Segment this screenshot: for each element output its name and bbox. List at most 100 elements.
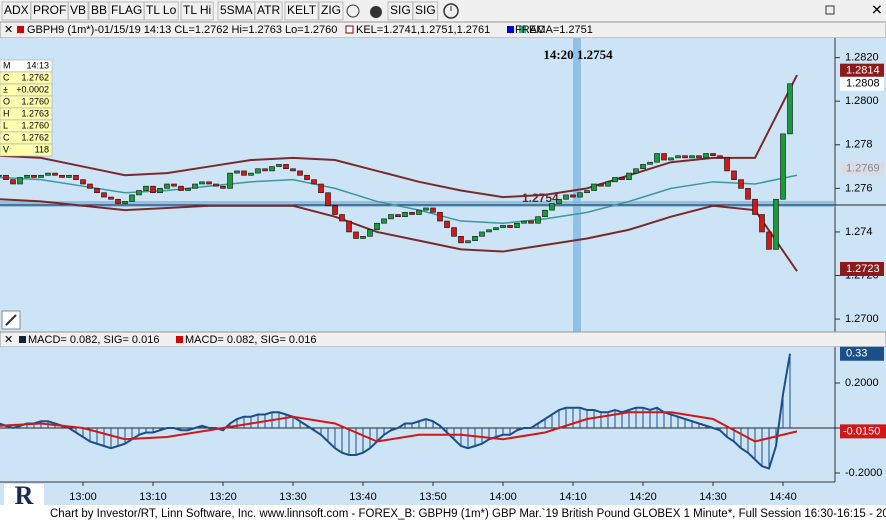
logo-box: [4, 484, 44, 520]
toolbar-button[interactable]: 5SMA: [220, 3, 253, 17]
x-tick-label: 13:20: [209, 491, 237, 503]
candle: [577, 192, 583, 198]
candle: [157, 188, 163, 194]
data-value: 1.2763: [21, 108, 49, 118]
candle: [262, 168, 268, 172]
candle: [31, 174, 37, 178]
candle: [213, 183, 219, 187]
legend-swatch: [19, 336, 26, 343]
footer-text: Chart by Investor/RT, Linn Software, Inc…: [50, 508, 886, 520]
candle: [612, 177, 618, 183]
candle: [423, 207, 429, 211]
restore[interactable]: [825, 5, 835, 15]
legend-swatch: [345, 25, 354, 34]
close[interactable]: ✕: [871, 2, 883, 18]
y-tick-label: 1.2700: [845, 313, 879, 325]
close-x[interactable]: ✕: [4, 24, 13, 36]
toolbar-button[interactable]: ATR: [257, 3, 280, 17]
candle: [276, 164, 282, 167]
candle: [675, 155, 681, 159]
data-value: 14:13: [26, 60, 49, 70]
candle: [654, 153, 660, 163]
candle: [507, 225, 513, 228]
toolbar-button[interactable]: ADX: [4, 3, 29, 17]
candle: [164, 183, 170, 189]
toolbar-button[interactable]: SIG: [415, 3, 436, 17]
toolbar-button[interactable]: PROF: [33, 3, 66, 17]
macd-line: [0, 353, 791, 470]
candle: [122, 201, 128, 204]
kel-info: KEL=1.2741,1.2751,1.2761: [356, 24, 490, 36]
candle: [759, 214, 765, 233]
candle: [73, 174, 79, 180]
candle: [787, 83, 793, 135]
data-value: +0.0002: [16, 84, 49, 94]
y-tick-label: 0.2000: [845, 377, 879, 389]
candle: [374, 222, 380, 231]
toolbar-button[interactable]: ZIG: [321, 3, 341, 17]
toolbar-button[interactable]: FLAG: [111, 3, 142, 17]
candle: [535, 216, 541, 224]
candle: [297, 170, 303, 176]
price-tag-label: 1.2814: [846, 65, 880, 77]
toolbar-button[interactable]: SIG: [390, 3, 411, 17]
candle: [514, 222, 520, 228]
time-ticks: 13:00 13:10 13:20 13:30 13:40 13:50 14:00 14:10…: [69, 482, 797, 503]
button-border: [180, 1, 214, 21]
candle: [570, 194, 576, 198]
candle: [731, 170, 737, 180]
candle: [647, 161, 653, 165]
toolbar-button[interactable]: BB: [91, 3, 107, 17]
candle: [696, 155, 702, 159]
icon[interactable]: [443, 3, 459, 19]
candle: [311, 179, 317, 185]
legend-swatch: [176, 336, 183, 343]
candle: [752, 198, 758, 215]
candle: [38, 174, 44, 178]
sig-tag-label: -0.0150: [843, 425, 880, 437]
candle: [185, 188, 191, 191]
x-tick-label: 13:50: [419, 491, 447, 503]
candle: [80, 179, 86, 185]
data-key: C: [3, 132, 10, 142]
macd-tag: [840, 346, 884, 361]
candle: [409, 212, 415, 215]
close-x[interactable]: ✕: [4, 334, 13, 346]
button-border: [254, 1, 283, 21]
candle: [66, 174, 72, 178]
toolbar-button[interactable]: TL Lo: [146, 3, 177, 17]
toolbar-button[interactable]: VB: [70, 3, 86, 17]
price-tag: [840, 76, 884, 91]
candle: [206, 181, 212, 185]
candle: [661, 153, 667, 161]
icon[interactable]: [346, 4, 360, 18]
candle: [283, 164, 289, 170]
ema-info: EMA=1.2751: [529, 24, 593, 36]
button-border: [143, 1, 179, 21]
candle: [0, 174, 2, 177]
macd-info: MACD= 0.082, SIG= 0.016: [185, 334, 316, 346]
candle: [465, 240, 471, 244]
x-tick-label: 14:20: [629, 491, 657, 503]
toolbar-button[interactable]: KELT: [287, 3, 317, 17]
candle: [381, 218, 387, 224]
candle: [430, 207, 436, 213]
candle: [227, 172, 233, 189]
candle: [584, 190, 590, 194]
y-tick-label: -0.2000: [845, 467, 882, 479]
candle: [717, 155, 723, 159]
candle: [598, 183, 604, 187]
x-tick-label: 13:10: [139, 491, 167, 503]
candle: [479, 231, 485, 237]
candle: [766, 231, 772, 250]
candle: [94, 188, 100, 194]
icon[interactable]: [370, 6, 382, 18]
price-plot: 1.27001.27201.2741.2761.2781.28001.28201…: [0, 52, 884, 325]
candle: [416, 209, 422, 215]
x-tick-label: 13:00: [69, 491, 97, 503]
candle: [437, 212, 443, 222]
candle: [332, 205, 338, 215]
toolbar-button[interactable]: TL Hi: [183, 3, 211, 17]
price-tag: [840, 63, 884, 78]
candle: [451, 227, 457, 237]
